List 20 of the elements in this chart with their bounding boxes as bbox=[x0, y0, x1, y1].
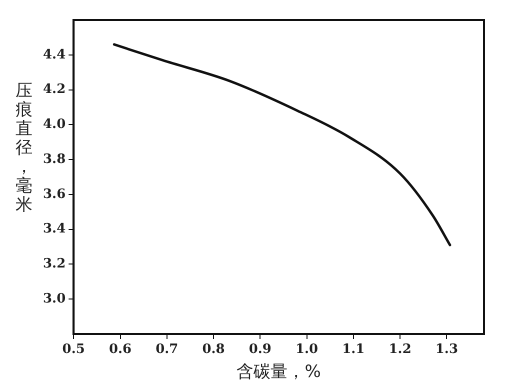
x-tick-label: 0.5 bbox=[62, 342, 85, 358]
y-tick-label: 3.8 bbox=[42, 152, 66, 167]
line-series bbox=[112, 43, 452, 246]
x-tick-label: 1.1 bbox=[342, 342, 365, 358]
x-tick-label: 0.8 bbox=[202, 342, 225, 358]
y-tick-label: 4.4 bbox=[42, 47, 66, 62]
y-tick-label: 3.0 bbox=[42, 291, 66, 306]
y-tick-label: 3.4 bbox=[42, 222, 66, 237]
y-tick-label: 3.2 bbox=[42, 256, 66, 272]
x-axis-title: 含碳量，% bbox=[236, 362, 321, 382]
x-tick-label: 1.2 bbox=[388, 342, 412, 358]
x-tick-label: 0.7 bbox=[156, 342, 178, 358]
y-tick-label: 4.0 bbox=[42, 117, 66, 132]
y-tick-label: 3.6 bbox=[42, 186, 66, 202]
x-tick-label: 1.3 bbox=[435, 342, 458, 358]
x-tick-label: 0.6 bbox=[108, 342, 132, 358]
x-tick-label: 0.9 bbox=[248, 342, 272, 358]
y-axis-title: 压痕直径，毫米 bbox=[14, 81, 34, 215]
y-tick-label: 4.2 bbox=[42, 82, 66, 98]
x-tick-label: 1.0 bbox=[295, 342, 318, 358]
